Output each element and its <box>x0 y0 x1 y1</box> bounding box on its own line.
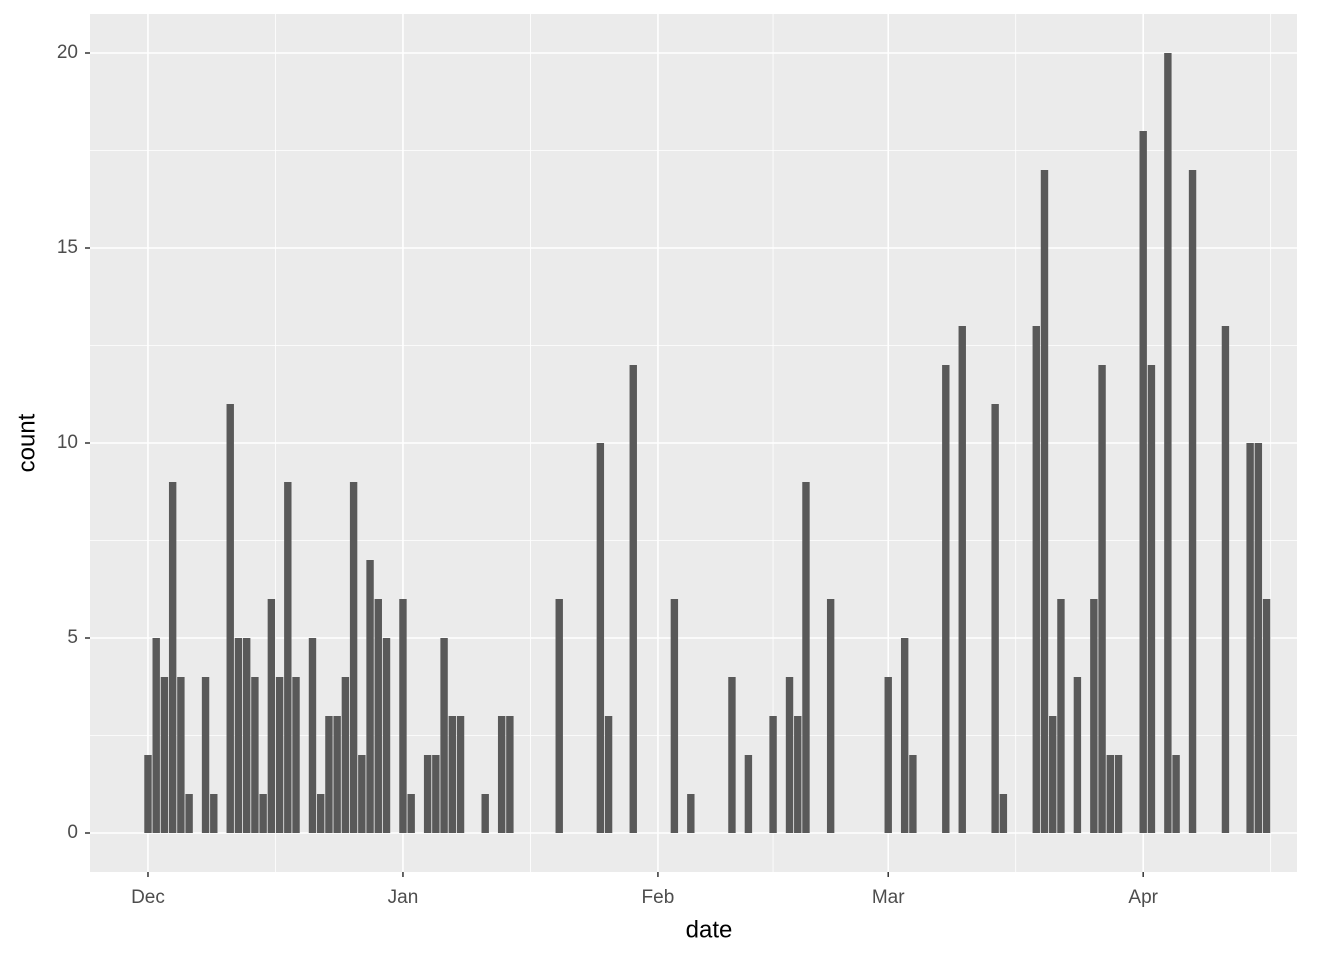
bar <box>226 404 234 833</box>
bar <box>728 677 736 833</box>
x-tick-label: Dec <box>131 887 165 908</box>
bar <box>325 716 333 833</box>
x-tick-label: Feb <box>642 887 675 908</box>
bar <box>1049 716 1057 833</box>
bar <box>160 677 169 833</box>
bar <box>909 755 917 833</box>
bar <box>900 638 909 833</box>
bar <box>604 716 613 833</box>
bar <box>785 677 794 833</box>
bar <box>168 482 177 833</box>
bar <box>1246 443 1254 833</box>
bar <box>1188 170 1197 833</box>
bar <box>1172 755 1180 833</box>
bar <box>423 755 432 833</box>
bar <box>349 482 358 833</box>
bar <box>317 794 325 833</box>
bar <box>242 638 251 833</box>
bar <box>555 599 563 833</box>
bar <box>670 599 679 833</box>
bar <box>201 677 210 833</box>
bar <box>1147 365 1156 833</box>
x-tick-label: Apr <box>1128 887 1158 908</box>
bar <box>177 677 185 833</box>
bar <box>456 716 465 833</box>
bar <box>308 638 317 833</box>
bar <box>284 482 292 833</box>
bar <box>687 794 695 833</box>
bar <box>629 365 637 833</box>
bar <box>596 443 605 833</box>
bar <box>794 716 802 833</box>
bar <box>251 677 259 833</box>
bar <box>292 677 300 833</box>
bar <box>1090 599 1098 833</box>
bar <box>374 599 382 833</box>
y-tick-label: 20 <box>57 42 78 63</box>
y-tick-label: 5 <box>67 627 78 648</box>
bar <box>333 716 341 833</box>
bar <box>506 716 514 833</box>
y-tick-label: 0 <box>67 822 78 843</box>
bar <box>432 755 440 833</box>
x-tick-label: Mar <box>872 887 905 908</box>
bar <box>1254 443 1263 833</box>
bar <box>1164 53 1172 833</box>
bar <box>1040 170 1049 833</box>
bar <box>210 794 218 833</box>
bar <box>1098 365 1106 833</box>
bar <box>341 677 350 833</box>
bar <box>267 599 276 833</box>
bar <box>275 677 284 833</box>
y-tick-label: 15 <box>57 237 78 258</box>
x-tick-label: Jan <box>388 887 419 908</box>
bar <box>407 794 415 833</box>
bar <box>358 755 366 833</box>
bar <box>234 638 243 833</box>
bar <box>448 716 457 833</box>
bar <box>1032 326 1040 833</box>
bar <box>259 794 267 833</box>
y-axis-title: count <box>13 413 40 472</box>
bar <box>1221 326 1230 833</box>
bar <box>366 560 374 833</box>
bar <box>999 794 1008 833</box>
bar <box>382 638 391 833</box>
bar <box>769 716 777 833</box>
bar <box>1073 677 1082 833</box>
bar <box>884 677 892 833</box>
bar <box>1262 599 1271 833</box>
bar <box>826 599 835 833</box>
bar <box>802 482 810 833</box>
bar <box>1139 131 1147 833</box>
x-axis-title: date <box>686 916 733 943</box>
bar <box>1057 599 1065 833</box>
bar <box>152 638 160 833</box>
bar <box>440 638 448 833</box>
bar <box>497 716 506 833</box>
bar <box>991 404 999 833</box>
bar <box>1106 755 1114 833</box>
bar <box>481 794 489 833</box>
bar <box>942 365 950 833</box>
bar <box>144 755 152 833</box>
y-tick-label: 10 <box>57 432 78 453</box>
bar <box>399 599 407 833</box>
bar <box>958 326 966 833</box>
bar <box>744 755 753 833</box>
bar <box>185 794 193 833</box>
bar <box>1114 755 1123 833</box>
